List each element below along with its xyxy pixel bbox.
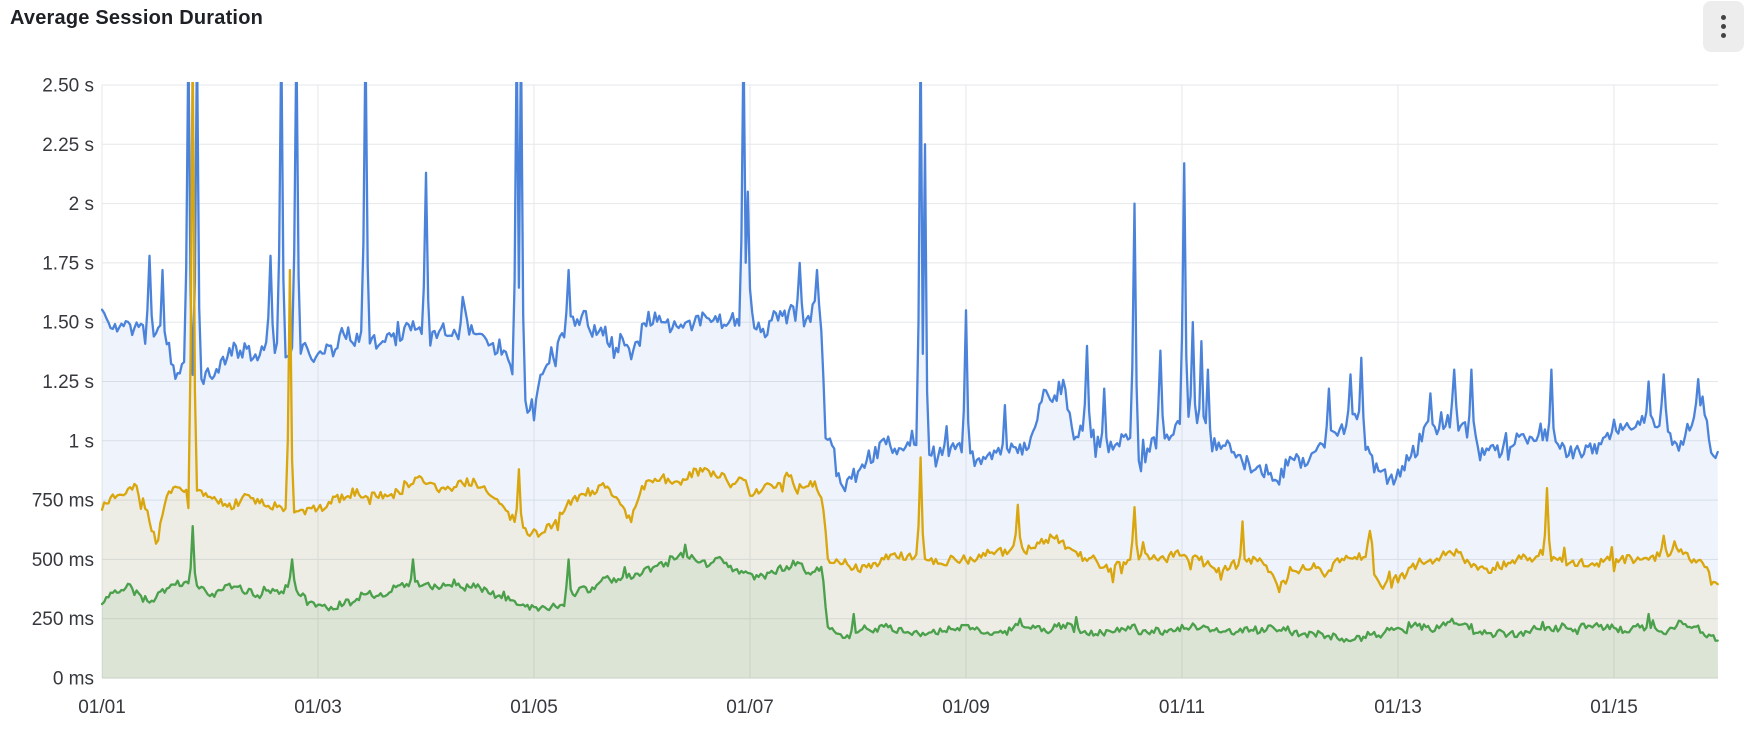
- x-tick-label: 01/13: [1374, 697, 1422, 718]
- y-tick-label: 1.50 s: [42, 313, 94, 334]
- series-lower-green-fill: [102, 526, 1718, 679]
- y-tick-label: 1 s: [69, 431, 94, 452]
- y-tick-label: 2.25 s: [42, 135, 94, 156]
- series-upper-blue-line: [101, 82, 1719, 493]
- series-lower-green-line: [101, 525, 1719, 643]
- y-tick-label: 750 ms: [32, 491, 94, 512]
- x-axis-labels: 01/01 01/03 01/05 01/07 01/09 01/11 01/13 01/15: [78, 697, 1638, 718]
- y-axis-labels: 0 ms 250 ms 500 ms 750 ms 1 s 1.25 s 1.50 s 1.7…: [32, 75, 94, 689]
- y-tick-label: 1.75 s: [42, 253, 94, 274]
- x-tick-label: 01/05: [510, 697, 558, 718]
- y-tick-label: 1.25 s: [42, 372, 94, 393]
- x-tick-label: 01/01: [78, 697, 126, 718]
- x-tick-label: 01/11: [1159, 697, 1205, 718]
- series-middle-yellow-fill: [102, 82, 1718, 679]
- y-tick-label: 250 ms: [32, 609, 94, 630]
- panel-title: Average Session Duration: [10, 7, 264, 29]
- x-tick-label: 01/09: [942, 697, 990, 718]
- panel-menu-button[interactable]: [1703, 1, 1744, 52]
- panel-header: Average Session Duration: [0, 0, 1746, 54]
- y-tick-label: 0 ms: [53, 668, 94, 689]
- x-tick-label: 01/07: [726, 697, 774, 718]
- series-middle-yellow: [101, 82, 1719, 679]
- y-tick-label: 2 s: [69, 194, 94, 215]
- series-upper-blue: [101, 82, 1719, 679]
- series-lower-green: [101, 525, 1719, 679]
- x-tick-label: 01/15: [1590, 697, 1638, 718]
- series-upper-blue-fill: [102, 82, 1718, 679]
- x-tick-label: 01/03: [294, 697, 342, 718]
- series-middle-yellow-line: [101, 82, 1719, 594]
- y-tick-label: 500 ms: [32, 550, 94, 571]
- y-tick-label: 2.50 s: [42, 75, 94, 96]
- kebab-vertical-icon: [1721, 15, 1726, 38]
